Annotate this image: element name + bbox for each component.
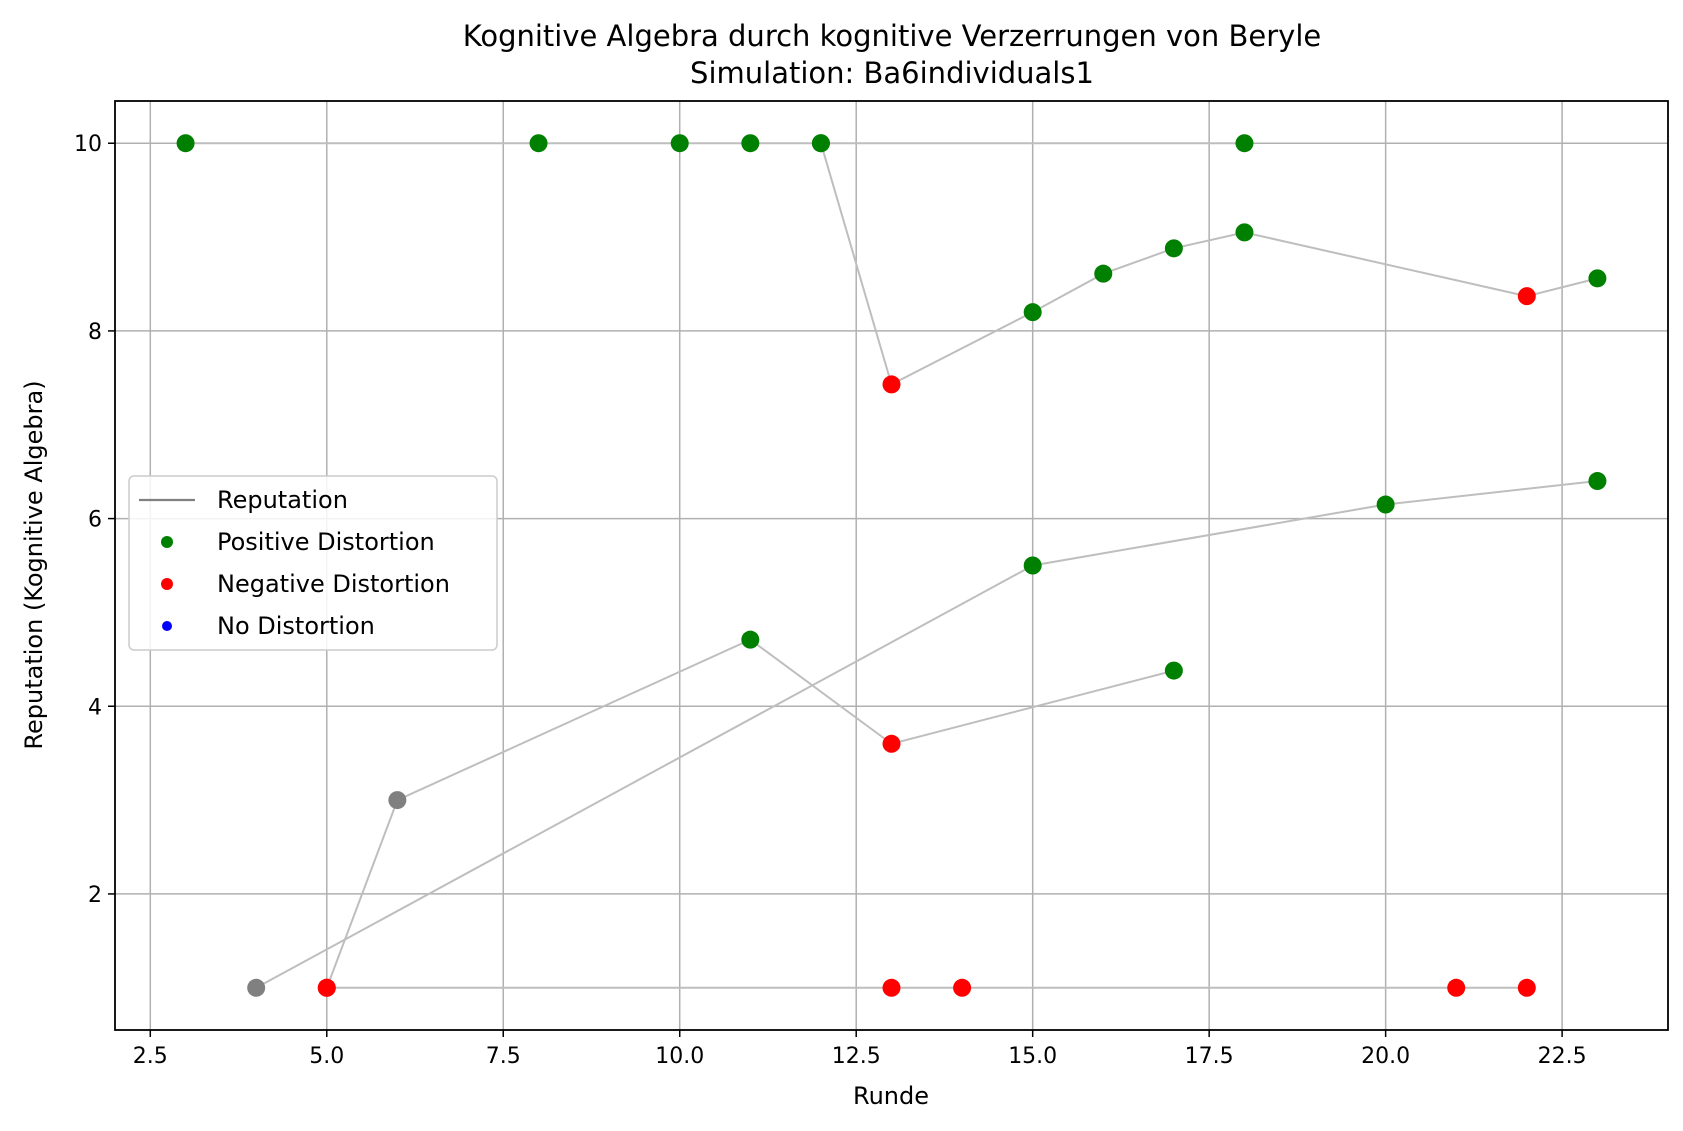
chart-title: Kognitive Algebra durch kognitive Verzer… (463, 19, 1321, 53)
data-point-positive (1094, 264, 1113, 283)
data-point-positive (1376, 495, 1395, 514)
data-point-negative (1517, 978, 1536, 997)
data-point-positive (1023, 556, 1042, 575)
legend-label-negative: Negative Distortion (217, 570, 450, 598)
x-tick-label: 22.5 (1538, 1044, 1587, 1069)
data-point-positive (1164, 239, 1183, 258)
data-point-none (247, 978, 266, 997)
y-tick-label: 10 (74, 132, 102, 157)
y-tick-label: 6 (88, 508, 102, 533)
legend-label-reputation: Reputation (217, 486, 348, 514)
legend-label-none: No Distortion (217, 612, 375, 640)
y-tick-label: 4 (88, 695, 102, 720)
legend-negative-dot-icon (161, 578, 173, 590)
plot-frame (114, 100, 1669, 1031)
legend-none-dot-icon (162, 621, 172, 631)
x-tick-label: 2.5 (133, 1044, 168, 1069)
data-point-positive (741, 630, 760, 649)
x-tick-label: 15.0 (1008, 1044, 1057, 1069)
legend-label-positive: Positive Distortion (217, 528, 435, 556)
x-tick-label: 7.5 (486, 1044, 521, 1069)
x-tick-label: 17.5 (1185, 1044, 1234, 1069)
chart-subtitle: Simulation: Ba6individuals1 (690, 56, 1094, 90)
y-axis-label: Reputation (Kognitive Algebra) (20, 380, 48, 749)
y-tick-label: 8 (88, 320, 102, 345)
data-point-negative (1517, 287, 1536, 306)
data-point-positive (741, 134, 760, 153)
data-point-positive (1235, 134, 1254, 153)
data-point-negative (882, 734, 901, 753)
x-tick-label: 12.5 (832, 1044, 881, 1069)
data-point-positive (176, 134, 195, 153)
series-line (819, 142, 1598, 386)
data-points (176, 134, 1607, 997)
legend: Reputation Positive Distortion Negative … (128, 475, 498, 651)
series-line (255, 480, 1598, 989)
legend-positive-dot-icon (161, 536, 173, 548)
data-point-positive (1164, 661, 1183, 680)
data-point-negative (882, 978, 901, 997)
data-point-positive (1588, 472, 1607, 491)
y-axis-ticks: 2 4 6 8 10 (74, 132, 115, 908)
x-tick-label: 10.0 (655, 1044, 704, 1069)
data-point-negative (953, 978, 972, 997)
data-point-none (388, 791, 407, 810)
data-point-positive (811, 134, 830, 153)
x-tick-label: 20.0 (1361, 1044, 1410, 1069)
legend-box (128, 475, 498, 651)
data-point-positive (1023, 303, 1042, 322)
data-point-negative (317, 978, 336, 997)
data-point-negative (1447, 978, 1466, 997)
y-tick-label: 2 (88, 883, 102, 908)
data-point-positive (1235, 223, 1254, 242)
data-point-negative (882, 375, 901, 394)
x-tick-label: 5.0 (309, 1044, 344, 1069)
data-point-positive (529, 134, 548, 153)
data-point-positive (670, 134, 689, 153)
data-point-positive (1588, 269, 1607, 288)
x-axis-label: Runde (853, 1082, 929, 1110)
x-axis-ticks: 2.5 5.0 7.5 10.0 12.5 15.0 17.5 20.0 22.5 (133, 1030, 1587, 1069)
